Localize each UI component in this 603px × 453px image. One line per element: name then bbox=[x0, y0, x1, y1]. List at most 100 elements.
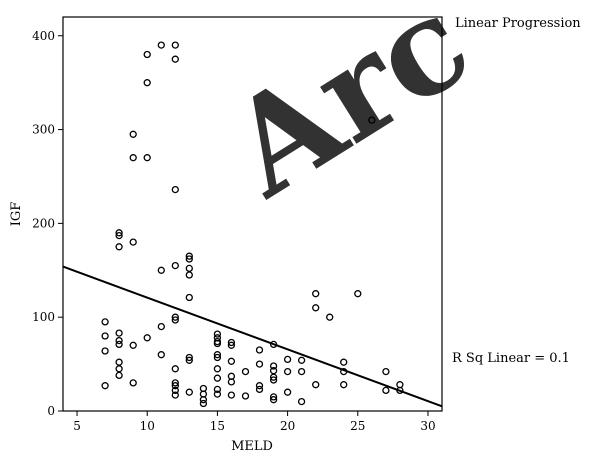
watermark-text: Arc bbox=[201, 0, 495, 227]
data-point bbox=[326, 313, 334, 321]
x-tick-label: 5 bbox=[73, 419, 81, 433]
data-point bbox=[129, 341, 137, 349]
data-point bbox=[227, 357, 236, 365]
x-tick-label: 15 bbox=[210, 419, 225, 433]
data-points bbox=[101, 41, 404, 408]
data-point bbox=[213, 330, 222, 338]
data-point bbox=[227, 391, 236, 399]
data-point bbox=[157, 41, 165, 49]
data-point bbox=[115, 340, 123, 349]
data-point bbox=[227, 341, 236, 349]
data-point bbox=[227, 378, 236, 386]
data-point bbox=[115, 231, 123, 240]
data-point bbox=[185, 293, 193, 302]
data-point bbox=[185, 264, 193, 273]
data-point bbox=[340, 381, 348, 389]
data-point bbox=[129, 379, 137, 387]
y-tick-label: 200 bbox=[32, 216, 55, 230]
data-point bbox=[312, 304, 320, 312]
data-point bbox=[171, 316, 179, 324]
data-point bbox=[213, 365, 222, 373]
data-point bbox=[269, 393, 278, 401]
plot-frame bbox=[62, 16, 443, 412]
data-point bbox=[171, 365, 179, 373]
data-point bbox=[368, 116, 376, 124]
y-axis-title: IGF bbox=[9, 202, 24, 227]
data-point bbox=[157, 266, 165, 274]
data-point bbox=[101, 332, 109, 340]
data-point bbox=[185, 388, 193, 396]
data-point bbox=[213, 351, 222, 359]
data-point bbox=[283, 367, 292, 376]
data-point bbox=[115, 365, 123, 373]
data-point bbox=[143, 50, 151, 59]
x-axis: 5 10 15 20 25 30 bbox=[73, 411, 436, 433]
data-point bbox=[283, 355, 292, 364]
data-point bbox=[143, 334, 151, 342]
data-point bbox=[255, 346, 264, 354]
data-point bbox=[312, 381, 320, 389]
data-point bbox=[171, 386, 179, 395]
data-point bbox=[283, 388, 292, 396]
data-point bbox=[171, 391, 179, 399]
data-point bbox=[255, 360, 264, 368]
data-point bbox=[157, 322, 165, 331]
data-point bbox=[297, 356, 306, 364]
data-point bbox=[129, 130, 137, 138]
data-point bbox=[101, 347, 109, 355]
linear-fit-line bbox=[62, 265, 443, 408]
data-point bbox=[269, 373, 278, 381]
data-point bbox=[171, 185, 179, 194]
data-point bbox=[382, 367, 390, 376]
data-point bbox=[241, 367, 250, 376]
r-squared-label: R Sq Linear = 0.1 bbox=[452, 351, 570, 366]
data-point bbox=[115, 329, 123, 337]
y-tick-label: 100 bbox=[32, 310, 55, 324]
data-point bbox=[171, 379, 179, 387]
y-tick-label: 300 bbox=[32, 123, 55, 137]
data-point bbox=[213, 339, 222, 348]
data-point bbox=[382, 386, 390, 395]
data-point bbox=[115, 243, 123, 251]
data-point bbox=[115, 229, 123, 237]
data-point bbox=[255, 382, 264, 390]
data-point bbox=[312, 290, 320, 298]
fit-method-label: Linear Progression bbox=[455, 16, 581, 31]
x-tick-label: 25 bbox=[350, 419, 365, 433]
data-point bbox=[115, 336, 123, 345]
data-point bbox=[297, 367, 306, 376]
y-axis: 0 100 200 300 400 bbox=[32, 29, 63, 418]
y-tick-label: 400 bbox=[32, 29, 55, 43]
data-point bbox=[241, 392, 250, 400]
data-point bbox=[185, 271, 193, 279]
data-point bbox=[129, 154, 137, 162]
data-point bbox=[213, 353, 222, 362]
data-point bbox=[213, 390, 222, 398]
data-point bbox=[101, 382, 109, 390]
data-point bbox=[199, 396, 208, 404]
data-point bbox=[199, 399, 208, 408]
data-point bbox=[143, 79, 151, 87]
data-point bbox=[185, 356, 193, 364]
data-point bbox=[269, 376, 278, 384]
x-tick-label: 20 bbox=[280, 419, 295, 433]
data-point bbox=[171, 41, 179, 49]
data-point bbox=[340, 358, 348, 366]
x-axis-title: MELD bbox=[231, 439, 273, 453]
data-point bbox=[227, 338, 236, 347]
data-point bbox=[297, 397, 306, 406]
data-point bbox=[143, 154, 151, 162]
data-point bbox=[115, 371, 123, 380]
data-point bbox=[129, 238, 137, 246]
x-tick-label: 10 bbox=[140, 419, 155, 433]
data-point bbox=[269, 362, 278, 370]
data-point bbox=[171, 55, 179, 63]
data-point bbox=[101, 318, 109, 326]
x-tick-label: 30 bbox=[420, 419, 435, 433]
data-point bbox=[354, 290, 362, 298]
data-point bbox=[185, 353, 193, 362]
data-point bbox=[213, 374, 222, 382]
data-point bbox=[185, 255, 193, 263]
data-point bbox=[171, 313, 179, 321]
